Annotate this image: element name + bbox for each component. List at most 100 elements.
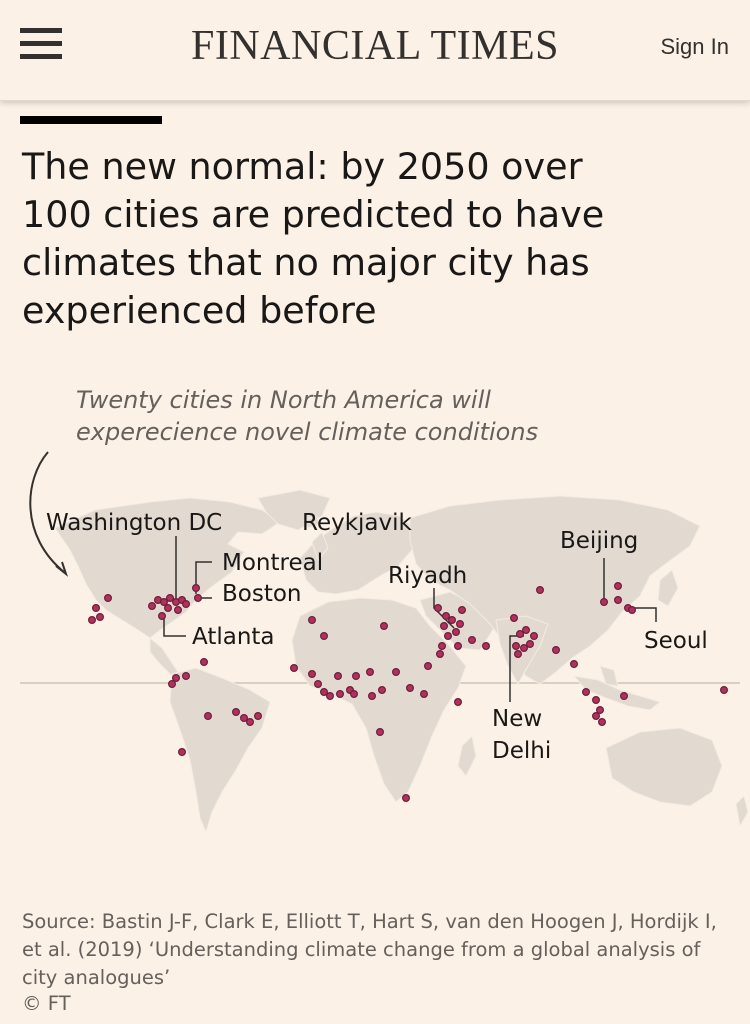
sign-in-link[interactable]: Sign In — [660, 34, 730, 59]
city-dot — [456, 620, 465, 629]
city-dot — [240, 714, 249, 723]
city-dot — [424, 662, 433, 671]
city-dot — [448, 616, 457, 625]
city-label-riyadh: Riyadh — [388, 563, 467, 589]
city-dot — [519, 644, 528, 653]
city-dot — [513, 650, 522, 659]
city-dot — [468, 636, 477, 645]
brand-logo[interactable]: FINANCIAL TIMES — [190, 23, 559, 69]
city-dot — [182, 672, 191, 681]
city-dot — [326, 692, 335, 701]
city-dot — [336, 690, 345, 699]
city-dot — [406, 684, 415, 693]
city-dot — [378, 686, 387, 695]
chart-headline: The new normal: by 2050 over 100 cities … — [22, 145, 605, 332]
city-dot — [569, 660, 578, 669]
city-dot — [434, 604, 443, 613]
city-dot — [597, 718, 606, 727]
city-dot — [164, 604, 173, 613]
city-dot — [350, 690, 359, 699]
city-dot — [91, 604, 100, 613]
city-dot — [158, 612, 167, 621]
city-dot — [95, 613, 104, 622]
city-dot — [452, 628, 461, 637]
city-dot — [192, 584, 201, 593]
city-dot — [454, 642, 463, 651]
city-dot — [436, 650, 445, 659]
copyright-note: © FT — [22, 992, 71, 1015]
city-dot — [535, 586, 544, 595]
city-dots — [87, 582, 728, 803]
city-dot — [510, 614, 519, 623]
city-label-boston: Boston — [222, 581, 302, 607]
city-dot — [627, 606, 636, 615]
headline-rule — [20, 116, 162, 124]
city-dot — [172, 674, 181, 683]
land-masses — [54, 489, 749, 834]
city-dot — [438, 642, 447, 651]
city-dot — [103, 594, 112, 603]
city-label-new-delhi-1: New — [492, 706, 542, 732]
city-dot — [314, 680, 323, 689]
city-dot — [529, 632, 538, 641]
city-dot — [482, 642, 491, 651]
city-dot — [368, 692, 377, 701]
city-dot — [200, 658, 209, 667]
city-dot — [160, 598, 169, 607]
city-dot — [290, 664, 299, 673]
city-dot — [551, 646, 560, 655]
city-dot — [380, 622, 389, 631]
city-dot — [168, 680, 177, 689]
city-dot — [178, 748, 187, 757]
city-label-atlanta: Atlanta — [192, 624, 275, 650]
world-map: Washington DC Reykjavik Montreal Boston … — [20, 451, 749, 834]
city-dot — [182, 600, 191, 609]
city-dot — [591, 712, 600, 721]
city-dot — [204, 712, 213, 721]
city-dot — [392, 668, 401, 677]
city-dot — [454, 698, 463, 707]
city-dot — [320, 688, 329, 697]
city-dot — [352, 672, 361, 681]
city-dot — [246, 718, 255, 727]
city-label-beijing: Beijing — [560, 528, 638, 554]
city-dot — [521, 626, 530, 635]
annotation-arrow — [29, 451, 65, 573]
menu-icon[interactable] — [20, 28, 62, 62]
source-note: Source: Bastin J-F, Clark E, Elliott T, … — [22, 910, 717, 989]
city-dot — [308, 616, 317, 625]
city-dot — [174, 606, 183, 615]
city-dot — [366, 668, 375, 677]
city-label-seoul: Seoul — [644, 628, 708, 654]
city-dot — [591, 696, 600, 705]
city-dot — [599, 598, 608, 607]
city-dot — [442, 612, 451, 621]
city-dot — [595, 706, 604, 715]
city-dot — [320, 632, 329, 641]
city-dot — [613, 596, 622, 605]
city-dot — [440, 622, 449, 631]
city-dot — [402, 794, 411, 803]
city-dot — [613, 582, 622, 591]
city-label-new-delhi-2: Delhi — [492, 738, 551, 764]
city-dot — [515, 630, 524, 639]
city-dot — [444, 632, 453, 641]
map-annotation: Twenty cities in North America will expe… — [76, 386, 539, 446]
city-dot — [619, 692, 628, 701]
city-dot — [376, 728, 385, 737]
city-dot — [87, 616, 96, 625]
city-dot — [525, 640, 534, 649]
city-dot — [458, 606, 467, 615]
city-dot — [194, 594, 203, 603]
city-label-reykjavik: Reykjavik — [302, 510, 413, 536]
city-label-montreal: Montreal — [222, 550, 323, 576]
city-dot — [581, 688, 590, 697]
city-dot — [166, 594, 175, 603]
city-dot — [148, 602, 157, 611]
annotation-arrowhead — [55, 561, 69, 577]
site-header: FINANCIAL TIMES Sign In — [0, 0, 750, 101]
city-dot — [719, 686, 728, 695]
city-dot — [232, 708, 241, 717]
city-dot — [511, 642, 520, 651]
city-dot — [308, 670, 317, 679]
